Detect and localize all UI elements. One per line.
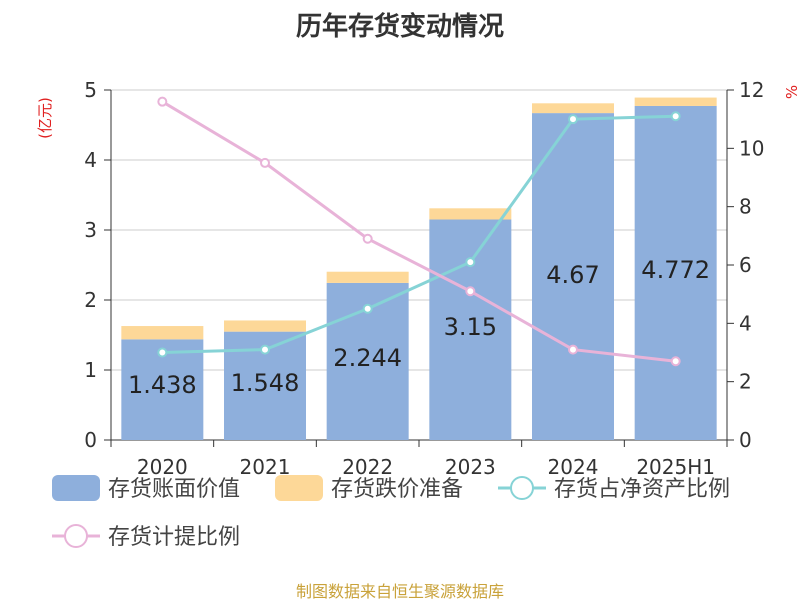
x-tick-label: 2025H1: [636, 455, 715, 479]
bar-impairment[interactable]: [121, 326, 204, 340]
legend-swatch[interactable]: [275, 475, 323, 501]
bar-data-label: 1.548: [231, 369, 300, 397]
line-point[interactable]: [362, 303, 373, 314]
line-point[interactable]: [157, 96, 168, 107]
line-point[interactable]: [568, 344, 578, 355]
y-right-tick-label: 0: [739, 428, 752, 452]
line-point[interactable]: [260, 344, 270, 355]
y-left-tick-label: 2: [84, 288, 97, 312]
line-point[interactable]: [670, 111, 681, 122]
bar-impairment[interactable]: [224, 320, 306, 332]
bar-data-label: 2.244: [333, 344, 402, 372]
y-left-tick-label: 4: [84, 148, 97, 172]
legend-marker: [64, 524, 88, 548]
legend-marker: [510, 476, 534, 500]
bar-impairment[interactable]: [326, 271, 409, 283]
chart-title: 历年存货变动情况: [295, 12, 504, 42]
x-tick-label: 2024: [548, 455, 599, 479]
bar-impairment[interactable]: [532, 103, 614, 114]
source-note: 制图数据来自恒生聚源数据库: [295, 582, 504, 601]
y-left-tick-label: 1: [84, 358, 97, 382]
bar-book-value[interactable]: [634, 105, 717, 441]
legend-label: 存货计提比例: [108, 525, 240, 550]
line-point[interactable]: [568, 114, 578, 125]
bar-book-value[interactable]: [429, 219, 512, 441]
legend-label: 存货跌价准备: [331, 477, 463, 502]
x-tick-label: 2023: [445, 455, 496, 479]
x-tick-label: 2022: [342, 455, 393, 479]
y-right-tick-label: 4: [739, 311, 752, 335]
line-provision-ratio: [161, 100, 676, 363]
bar-impairment[interactable]: [634, 97, 717, 106]
line-point[interactable]: [465, 286, 476, 297]
line-point[interactable]: [362, 233, 373, 244]
legend-swatch[interactable]: [52, 475, 100, 501]
bar-data-label: 4.772: [641, 256, 710, 284]
y-right-tick-label: 12: [739, 78, 764, 102]
y-right-tick-label: 8: [739, 195, 752, 219]
bar-data-label: 3.15: [444, 313, 497, 341]
y-left-tick-label: 5: [84, 78, 97, 102]
y-right-tick-label: 10: [739, 136, 764, 160]
line-point[interactable]: [157, 347, 168, 358]
bar-book-value[interactable]: [532, 113, 614, 440]
line-point[interactable]: [465, 257, 476, 268]
x-tick-label: 2020: [137, 455, 188, 479]
bar-impairment[interactable]: [429, 208, 512, 220]
line-inventory-net-assets-ratio: [162, 114, 676, 354]
legend-label: 存货账面价值: [108, 477, 240, 502]
bar-data-label: 1.438: [128, 371, 197, 399]
y-left-unit: (亿元): [36, 97, 54, 139]
line-point[interactable]: [670, 356, 681, 367]
legend-label: 存货占净资产比例: [554, 477, 730, 502]
y-left-tick-label: 0: [84, 428, 97, 452]
line-point[interactable]: [260, 157, 270, 168]
y-right-unit: %: [783, 85, 800, 99]
y-right-tick-label: 2: [739, 370, 752, 394]
bar-data-label: 4.67: [546, 261, 599, 289]
y-left-tick-label: 3: [84, 218, 97, 242]
y-right-tick-label: 6: [739, 253, 752, 277]
